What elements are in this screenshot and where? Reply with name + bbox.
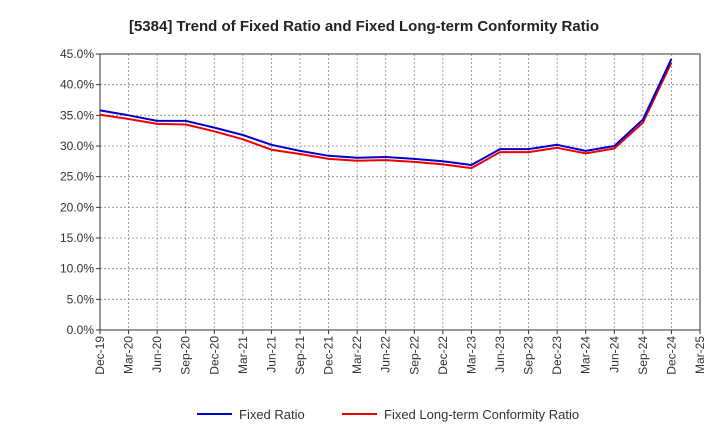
y-tick-label: 30.0% — [60, 139, 94, 153]
series-line — [99, 62, 673, 170]
x-axis: Dec-19 Mar-20 Jun-20 Sep-20 Dec-20 Mar-21 Jun-… — [93, 330, 707, 375]
y-tick-label: 10.0% — [60, 262, 94, 276]
y-tick-label: 5.0% — [67, 292, 95, 306]
x-tick-label: Dec-19 — [93, 336, 107, 375]
x-tick-label: Mar-22 — [350, 336, 364, 374]
series-line — [99, 58, 673, 166]
x-tick-label: Dec-22 — [436, 336, 450, 375]
x-tick-label: Dec-24 — [664, 336, 678, 375]
grid — [100, 54, 700, 330]
x-tick-label: Dec-23 — [550, 336, 564, 375]
x-tick-label: Sep-23 — [522, 336, 536, 375]
plot-area-border — [99, 53, 701, 331]
y-tick-label: 15.0% — [60, 231, 94, 245]
x-tick-label: Sep-22 — [407, 336, 421, 375]
x-tick-label: Mar-20 — [122, 336, 136, 374]
x-tick-label: Jun-24 — [607, 336, 621, 373]
x-tick-label: Mar-23 — [464, 336, 478, 374]
x-tick-label: Dec-21 — [322, 336, 336, 375]
x-tick-label: Jun-23 — [493, 336, 507, 373]
x-tick-label: Jun-22 — [379, 336, 393, 373]
x-tick-label: Jun-21 — [264, 336, 278, 373]
y-axis: 0.0% 5.0% 10.0% 15.0% 20.0% 25.0% 30.0% 35.0% 40… — [60, 47, 100, 337]
x-tick-label: Sep-21 — [293, 336, 307, 375]
series-lines — [99, 58, 673, 170]
x-tick-label: Jun-20 — [150, 336, 164, 373]
x-tick-label: Mar-21 — [236, 336, 250, 374]
y-tick-label: 35.0% — [60, 108, 94, 122]
x-tick-label: Dec-20 — [207, 336, 221, 375]
x-tick-label: Sep-24 — [636, 336, 650, 375]
legend-label: Fixed Long-term Conformity Ratio — [384, 407, 579, 422]
x-tick-label: Mar-25 — [693, 336, 707, 374]
legend: Fixed Ratio Fixed Long-term Conformity Ra… — [197, 407, 579, 422]
chart-title: [5384] Trend of Fixed Ratio and Fixed Lo… — [129, 18, 599, 35]
y-tick-label: 45.0% — [60, 47, 94, 61]
x-tick-label: Sep-20 — [179, 336, 193, 375]
y-tick-label: 20.0% — [60, 200, 94, 214]
y-tick-label: 25.0% — [60, 170, 94, 184]
y-tick-label: 0.0% — [67, 323, 95, 337]
y-tick-label: 40.0% — [60, 78, 94, 92]
legend-label: Fixed Ratio — [239, 407, 305, 422]
x-tick-label: Mar-24 — [579, 336, 593, 374]
